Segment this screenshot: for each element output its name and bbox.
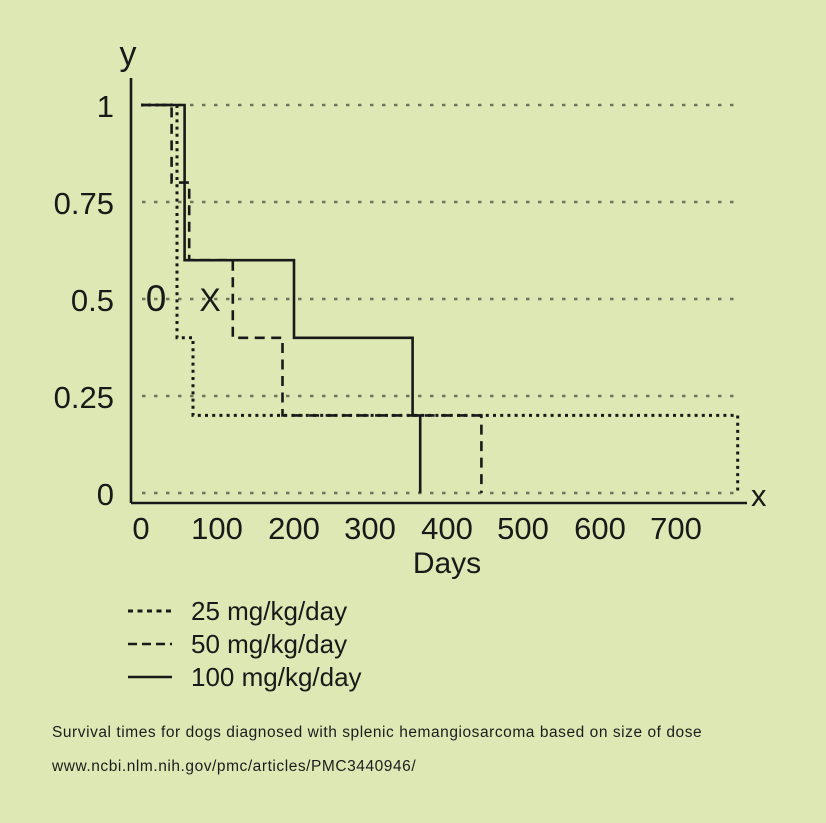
y-tick-label-0: 0 [96,477,114,512]
annotation-x: X [199,282,221,318]
y-axis-letter: y [119,35,137,73]
legend-item-25mg: 25 mg/kg/day [127,594,362,627]
curve-100-mg-kg-day [141,103,422,493]
dotted-line-swatch-icon [128,609,172,612]
x-tick-label-0: 0 [132,511,150,546]
annotation-o: 0 [145,278,167,319]
legend-item-100mg: 100 mg/kg/day [127,660,362,693]
legend-item-50mg: 50 mg/kg/day [127,627,362,660]
legend-label-25mg: 25 mg/kg/day [191,595,348,626]
x-tick-label-500: 500 [497,511,549,546]
x-tick-label-400: 400 [421,511,473,546]
solid-line-swatch-icon [128,675,172,678]
y-tick-label-025: 0.25 [53,380,114,415]
legend: 25 mg/kg/day 50 mg/kg/day 100 mg/kg/day [127,594,362,693]
x-axis-title: Days [412,547,482,580]
x-tick-label-200: 200 [268,511,320,546]
legend-label-100mg: 100 mg/kg/day [191,661,362,692]
dashed-line-swatch-icon [128,642,172,645]
x-tick-label-700: 700 [650,511,702,546]
y-tick-label-075: 0.75 [53,186,114,221]
caption-source-url: www.ncbi.nlm.nih.gov/pmc/articles/PMC344… [52,758,417,775]
x-tick-label-600: 600 [574,511,626,546]
legend-label-50mg: 50 mg/kg/day [191,628,348,659]
caption-title: Survival times for dogs diagnosed with s… [52,724,703,741]
curve-50-mg-kg-day [141,103,483,493]
survival-plot-canvas [129,78,747,505]
y-tick-label-1: 1 [96,89,114,124]
y-tick-label-05: 0.5 [70,283,114,318]
x-tick-label-300: 300 [344,511,396,546]
x-axis-letter: x [751,478,767,513]
x-tick-label-100: 100 [191,511,243,546]
